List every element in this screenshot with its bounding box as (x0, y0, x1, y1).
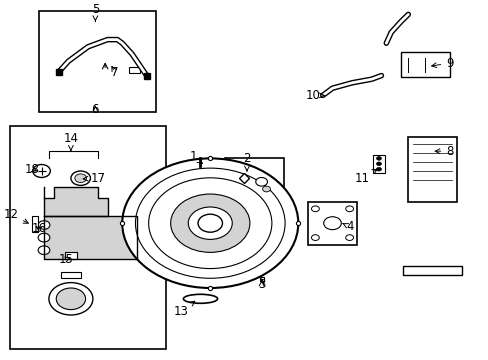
Circle shape (170, 194, 249, 252)
Text: 14: 14 (63, 132, 78, 151)
Circle shape (122, 158, 298, 288)
Text: 7: 7 (111, 66, 119, 78)
Circle shape (345, 235, 353, 240)
FancyBboxPatch shape (32, 216, 38, 232)
Circle shape (311, 235, 319, 240)
Circle shape (49, 283, 93, 315)
Circle shape (255, 177, 267, 186)
Text: 3: 3 (257, 278, 265, 291)
Text: 1: 1 (189, 150, 202, 163)
FancyBboxPatch shape (400, 52, 449, 77)
Text: 12: 12 (3, 208, 28, 223)
Circle shape (198, 214, 222, 232)
Bar (39, 11, 156, 112)
FancyBboxPatch shape (61, 272, 81, 278)
Circle shape (75, 174, 86, 183)
Circle shape (38, 233, 50, 242)
Polygon shape (44, 187, 107, 216)
Bar (224, 158, 283, 209)
Circle shape (148, 178, 271, 269)
Circle shape (188, 207, 232, 239)
Circle shape (376, 157, 381, 160)
Text: 6: 6 (91, 103, 99, 116)
Text: 8: 8 (434, 145, 453, 158)
Text: 11: 11 (354, 169, 376, 185)
FancyBboxPatch shape (307, 202, 356, 245)
FancyBboxPatch shape (407, 137, 456, 202)
Text: 5: 5 (91, 3, 99, 21)
Circle shape (376, 162, 381, 166)
FancyBboxPatch shape (128, 67, 140, 73)
Text: 15: 15 (59, 253, 73, 266)
Circle shape (38, 221, 50, 229)
Circle shape (345, 206, 353, 212)
Polygon shape (44, 216, 137, 259)
Circle shape (323, 217, 341, 230)
FancyBboxPatch shape (65, 252, 77, 259)
Circle shape (33, 165, 50, 177)
FancyBboxPatch shape (372, 155, 384, 173)
Circle shape (71, 171, 90, 185)
Circle shape (262, 186, 270, 192)
Circle shape (311, 206, 319, 212)
Text: 4: 4 (342, 220, 353, 233)
Text: 2: 2 (243, 152, 250, 171)
Circle shape (38, 246, 50, 255)
Text: 17: 17 (83, 172, 105, 185)
Circle shape (376, 167, 381, 171)
FancyBboxPatch shape (403, 266, 461, 275)
Bar (10, 126, 166, 349)
Text: 18: 18 (24, 163, 39, 176)
Circle shape (56, 288, 85, 310)
Text: 13: 13 (173, 301, 194, 318)
Text: 10: 10 (305, 89, 324, 102)
Text: 9: 9 (431, 57, 453, 69)
Text: 16: 16 (32, 222, 46, 235)
Circle shape (135, 168, 285, 278)
